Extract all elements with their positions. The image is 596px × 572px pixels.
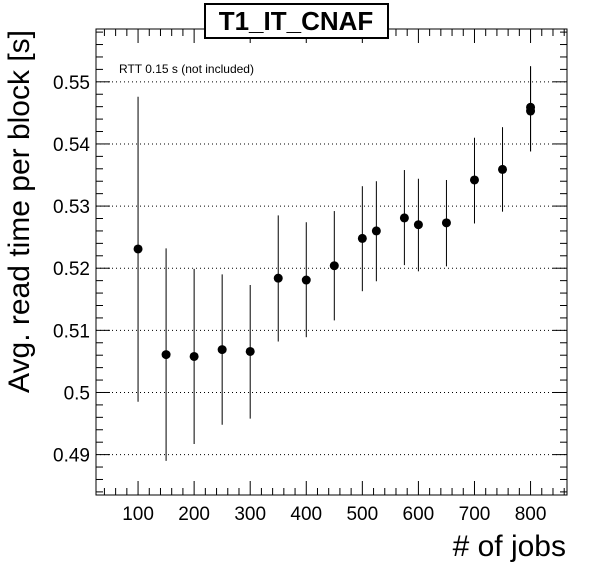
grid-lines	[96, 81, 567, 456]
data-point	[371, 226, 381, 236]
y-tick-label: 0.51	[53, 321, 90, 342]
data-point	[399, 213, 409, 223]
x-tick-label: 700	[459, 504, 491, 525]
x-tick-label: 600	[403, 504, 435, 525]
data-point	[245, 346, 255, 356]
data-point	[498, 164, 508, 174]
y-tick-label: 0.53	[53, 197, 90, 218]
data-point	[273, 273, 283, 283]
rtt-annotation: RTT 0.15 s (not included)	[119, 62, 254, 76]
data-point	[526, 106, 536, 116]
tick-labels: 0.49 0.5 0.51 0.52 0.53 0.54 0.55 100 200 300 400 5…	[53, 73, 546, 525]
axis-ticks	[96, 29, 567, 495]
data-point	[133, 244, 143, 254]
x-tick-label: 400	[290, 504, 322, 525]
x-tick-label: 100	[122, 504, 154, 525]
y-tick-label: 0.49	[53, 446, 90, 467]
x-tick-label: 300	[234, 504, 266, 525]
x-axis-label: # of jobs	[453, 530, 566, 563]
y-axis-label: Avg. read time per block [s]	[3, 30, 36, 393]
data-point	[329, 261, 339, 271]
title-box: T1_IT_CNAF	[204, 3, 389, 39]
data-points	[133, 66, 536, 461]
data-point	[357, 233, 367, 243]
y-tick-label: 0.54	[53, 135, 90, 156]
data-point	[301, 275, 311, 285]
data-point	[217, 345, 227, 355]
x-tick-label: 800	[515, 504, 547, 525]
y-tick-label: 0.55	[53, 73, 90, 94]
y-tick-label: 0.52	[53, 259, 90, 280]
chart-title: T1_IT_CNAF	[219, 6, 374, 36]
y-tick-label: 0.5	[64, 383, 90, 404]
x-tick-label: 500	[346, 504, 378, 525]
data-point	[469, 175, 479, 185]
data-point	[441, 218, 451, 228]
x-tick-label: 200	[178, 504, 210, 525]
data-point	[413, 220, 423, 230]
data-point	[161, 350, 171, 360]
plot-frame	[95, 28, 568, 496]
data-point	[189, 351, 199, 361]
